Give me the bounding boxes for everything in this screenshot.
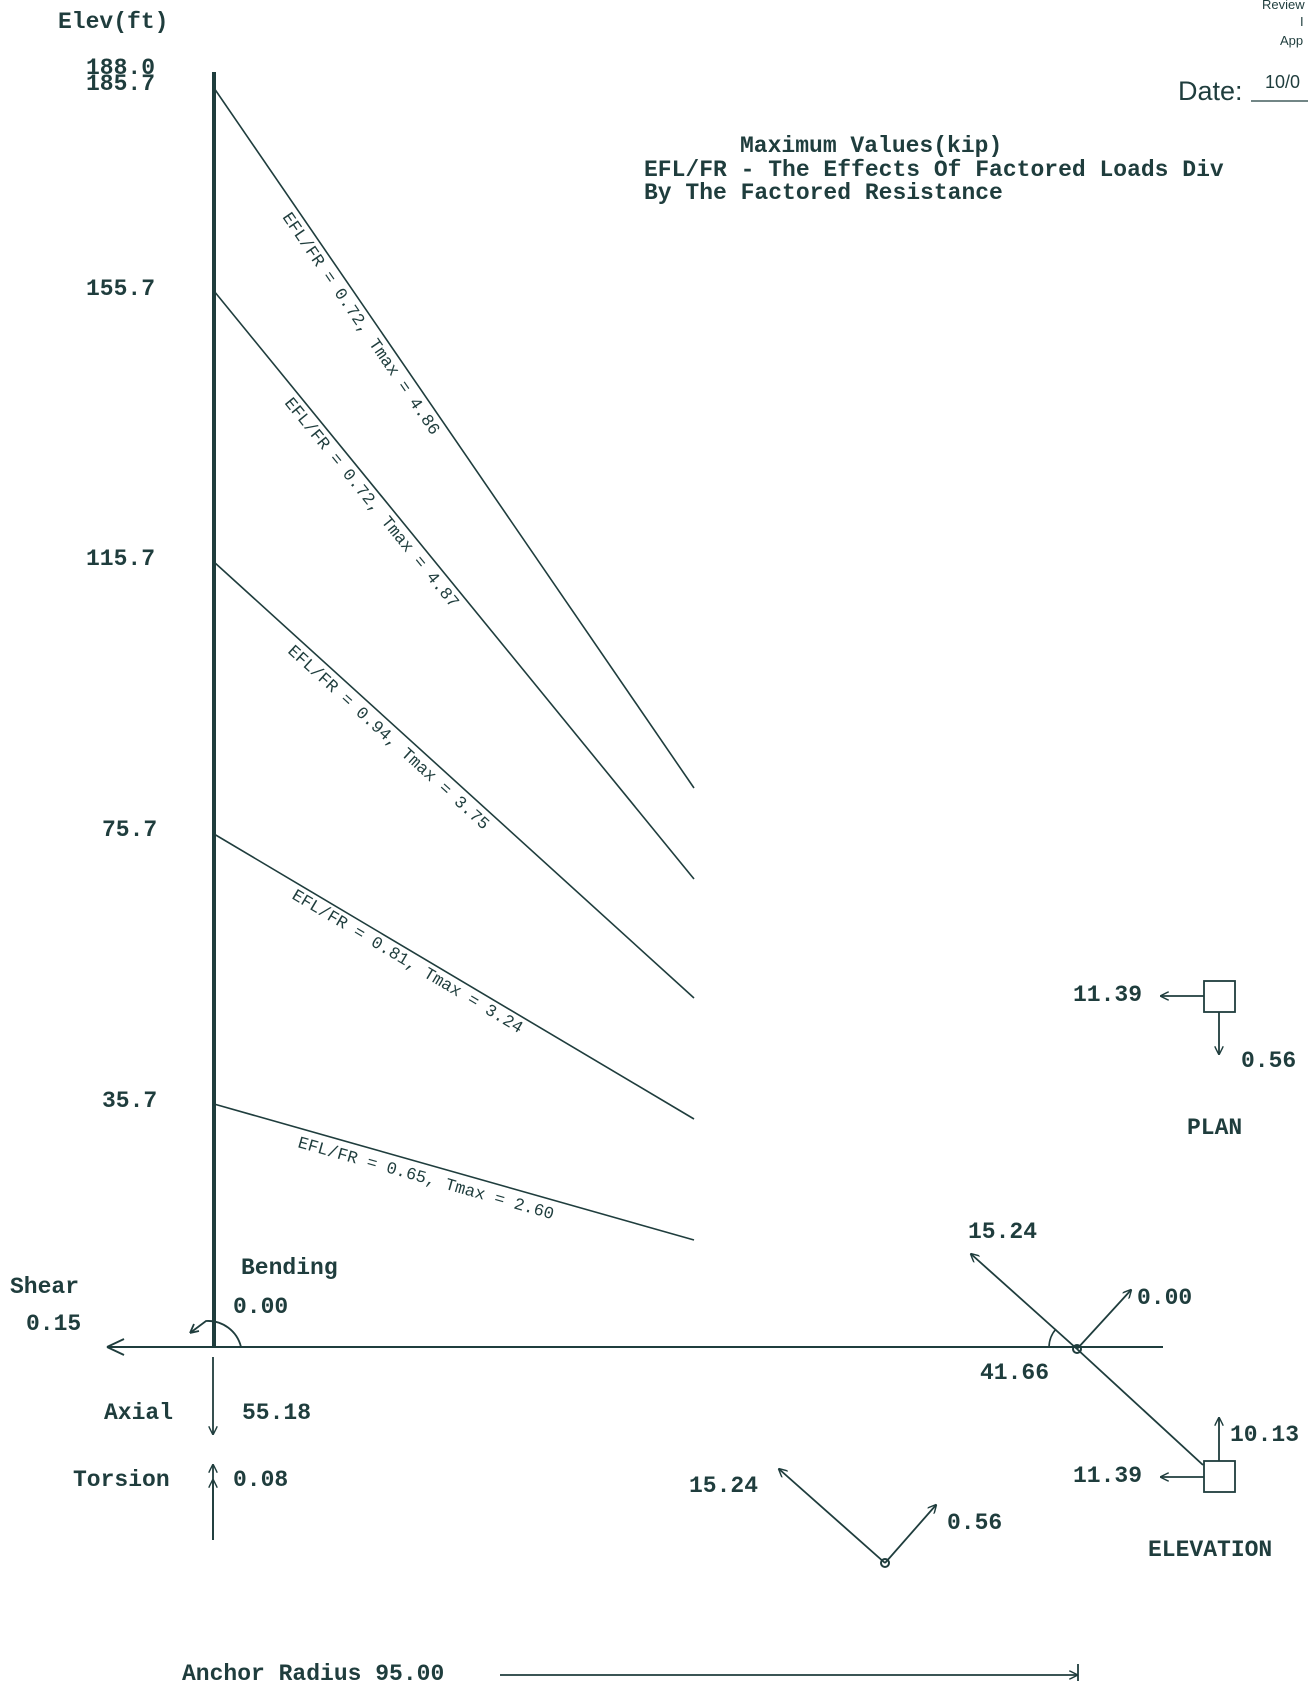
guy-label: EFL/FR = 0.65, Tmax = 2.60 bbox=[295, 1134, 555, 1225]
resultant-node bbox=[880, 1558, 890, 1568]
elevation-angle-value: 41.66 bbox=[980, 1360, 1049, 1386]
shear-label: Shear bbox=[10, 1274, 79, 1300]
elevation-vertical-value: 10.13 bbox=[1230, 1422, 1299, 1448]
guy-wire bbox=[213, 561, 695, 999]
guy-wire bbox=[213, 1103, 695, 1241]
guy-wire bbox=[213, 87, 695, 789]
elevation-tension-value: 15.24 bbox=[968, 1219, 1037, 1245]
elevation-horizontal-value: 11.39 bbox=[1073, 1463, 1142, 1489]
elevation-tick: 155.7 bbox=[86, 276, 155, 302]
elevation-tick: 75.7 bbox=[102, 817, 157, 843]
bending-value: 0.00 bbox=[233, 1294, 288, 1320]
torsion-label: Torsion bbox=[73, 1467, 170, 1493]
plan-anchor-box bbox=[1203, 980, 1236, 1013]
plan-horizontal-value: 11.39 bbox=[1073, 982, 1142, 1008]
bending-label: Bending bbox=[241, 1255, 338, 1281]
resultant-tension-arrow bbox=[779, 1469, 886, 1564]
elevation-title: ELEVATION bbox=[1148, 1537, 1272, 1563]
bending-moment-arc bbox=[189, 1320, 242, 1348]
shear-value: 0.15 bbox=[26, 1311, 81, 1337]
plan-vertical-value: 0.56 bbox=[1241, 1048, 1296, 1074]
elevation-up-value: 0.00 bbox=[1137, 1285, 1192, 1311]
axial-label: Axial bbox=[104, 1400, 173, 1426]
elevation-tick: 185.7 bbox=[86, 71, 155, 97]
resultant-component-arrow bbox=[884, 1505, 936, 1564]
elevation-tick: 35.7 bbox=[102, 1088, 157, 1114]
axial-value: 55.18 bbox=[242, 1400, 311, 1426]
elevation-up-arrow bbox=[1076, 1290, 1131, 1350]
resultant-component-value: 0.56 bbox=[947, 1510, 1002, 1536]
bending-arrowhead bbox=[189, 1323, 200, 1334]
anchor-radius-label: Anchor Radius 95.00 bbox=[182, 1661, 444, 1681]
stamp-date-value: 10/0 bbox=[1265, 72, 1300, 92]
header-efl-fr-line2: By The Factored Resistance bbox=[644, 180, 1003, 206]
elevation-tick: 115.7 bbox=[86, 546, 155, 572]
elevation-axis-title: Elev(ft) bbox=[58, 9, 168, 35]
elevation-tick-top: 188.0 bbox=[86, 55, 155, 81]
shear-arrowhead bbox=[106, 1346, 125, 1356]
elevation-anchor-box bbox=[1203, 1460, 1236, 1493]
resultant-tension-value: 15.24 bbox=[689, 1473, 758, 1499]
elevation-tension-arrow bbox=[971, 1254, 1078, 1350]
stamp-date-label: Date: bbox=[1178, 76, 1243, 106]
guy-label: EFL/FR = 0.94, Tmax = 3.75 bbox=[283, 642, 492, 834]
stamp-reviewed: Review bbox=[1262, 0, 1305, 12]
stamp-initials: I bbox=[1300, 14, 1304, 29]
elevation-node bbox=[1072, 1344, 1082, 1354]
header-max-values: Maximum Values(kip) bbox=[740, 133, 1002, 159]
guy-label: EFL/FR = 0.81, Tmax = 3.24 bbox=[288, 887, 526, 1039]
elevation-angle-arc bbox=[1048, 1328, 1057, 1348]
stamp-approved: App bbox=[1280, 33, 1303, 48]
shear-arrowhead bbox=[106, 1338, 125, 1348]
elevation-guy-line bbox=[1076, 1348, 1204, 1466]
header-efl-fr-line1: EFL/FR - The Effects Of Factored Loads D… bbox=[644, 157, 1224, 183]
torsion-value: 0.08 bbox=[233, 1467, 288, 1493]
guy-wire bbox=[213, 833, 695, 1120]
guy-wire bbox=[213, 290, 695, 880]
plan-title: PLAN bbox=[1187, 1115, 1242, 1141]
